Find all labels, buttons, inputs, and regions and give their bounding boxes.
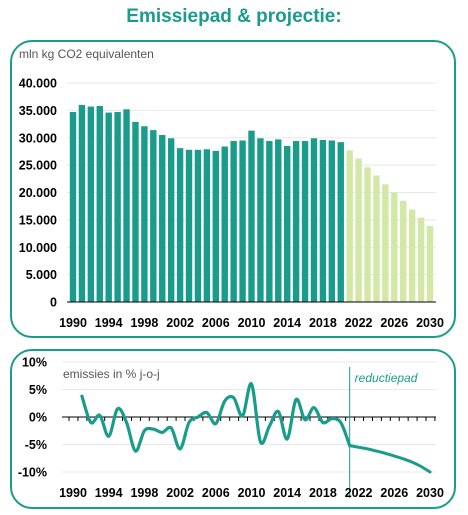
historical-bar	[69, 112, 77, 302]
y-tick-label: 35.000	[19, 104, 57, 118]
historical-bar	[284, 145, 291, 302]
historical-bar	[275, 139, 282, 302]
x-tick-label: 2030	[416, 486, 444, 500]
projection-bar	[382, 184, 389, 302]
x-tick-label: 2006	[202, 486, 230, 500]
historical-bar	[159, 135, 166, 302]
projection-bar	[417, 217, 425, 302]
historical-bar	[203, 149, 211, 302]
x-tick-label: 2010	[238, 316, 266, 330]
x-tick-label: 2018	[309, 486, 337, 500]
x-tick-label: 2002	[166, 486, 194, 500]
historical-bar	[185, 149, 193, 302]
historical-bar	[266, 141, 273, 302]
historical-bar	[167, 138, 175, 302]
y-tick-label: 10.000	[19, 241, 57, 255]
yoy-line-panel	[10, 349, 456, 509]
historical-bar	[132, 121, 139, 302]
historical-bar	[78, 104, 86, 303]
x-tick-label: 1990	[59, 316, 87, 330]
historical-bar	[194, 149, 202, 302]
x-tick-label: 2014	[273, 486, 301, 500]
y-tick-label: 15.000	[19, 213, 57, 227]
y-tick-label: 30.000	[19, 131, 57, 145]
historical-bar	[248, 130, 255, 302]
x-tick-label: 1994	[95, 486, 123, 500]
historical-bar	[176, 148, 184, 302]
x-tick-label: 2022	[345, 486, 373, 500]
y-tick-label: 5.000	[26, 268, 57, 282]
projection-bar	[355, 158, 362, 302]
y-tick-label: -10%	[18, 466, 47, 480]
x-tick-label: 2014	[273, 316, 301, 330]
historical-bar	[257, 138, 264, 302]
x-tick-label: 2022	[345, 316, 373, 330]
annotation-label: reductiepad	[355, 371, 418, 385]
projection-bar	[426, 225, 434, 302]
historical-bar	[96, 105, 103, 303]
x-tick-label: 1994	[95, 316, 123, 330]
x-tick-label: 2018	[309, 316, 337, 330]
historical-bar	[337, 142, 344, 302]
y-tick-label: 0%	[29, 411, 47, 425]
x-tick-label: 2026	[380, 486, 408, 500]
page-title: Emissiepad & projectie:	[126, 6, 342, 27]
projection-bar	[346, 150, 353, 302]
y-tick-label: 40.000	[19, 77, 57, 91]
projection-bar	[373, 175, 380, 302]
projection-bar	[391, 192, 398, 302]
x-tick-label: 2010	[238, 486, 266, 500]
historical-bar	[230, 141, 237, 302]
historical-bar	[212, 150, 219, 302]
historical-bar	[239, 140, 246, 302]
x-tick-label: 1998	[130, 316, 158, 330]
historical-bar	[292, 141, 300, 302]
historical-bar	[105, 112, 112, 302]
x-tick-label: 2030	[416, 316, 444, 330]
historical-bar	[114, 112, 121, 302]
historical-bar	[87, 106, 95, 302]
y-tick-label: 10%	[22, 356, 47, 370]
x-tick-label: 2026	[380, 316, 408, 330]
x-tick-label: 2006	[202, 316, 230, 330]
y-tick-label: 0	[50, 296, 57, 310]
historical-bar	[319, 139, 327, 302]
y-tick-label: 25.000	[19, 159, 57, 173]
projection-bar	[400, 200, 407, 302]
historical-bar	[150, 130, 157, 302]
y-tick-label: 5%	[29, 383, 47, 397]
y-axis-label: emissies in % j-o-j	[63, 367, 160, 381]
historical-bar	[310, 138, 318, 302]
historical-bar	[328, 140, 336, 302]
projection-line	[348, 444, 432, 474]
projection-bar	[364, 167, 371, 302]
y-tick-label: 20.000	[19, 186, 57, 200]
historical-bar	[301, 141, 309, 302]
historical-bar	[221, 146, 228, 302]
historical-bar	[141, 126, 148, 302]
y-axis-label: mln kg CO2 equivalenten	[19, 47, 154, 61]
x-tick-label: 2002	[166, 316, 194, 330]
projection-bar	[408, 209, 416, 302]
x-tick-label: 1990	[59, 486, 87, 500]
y-tick-label: -5%	[25, 438, 47, 452]
historical-bar	[123, 109, 130, 302]
x-tick-label: 1998	[130, 486, 158, 500]
